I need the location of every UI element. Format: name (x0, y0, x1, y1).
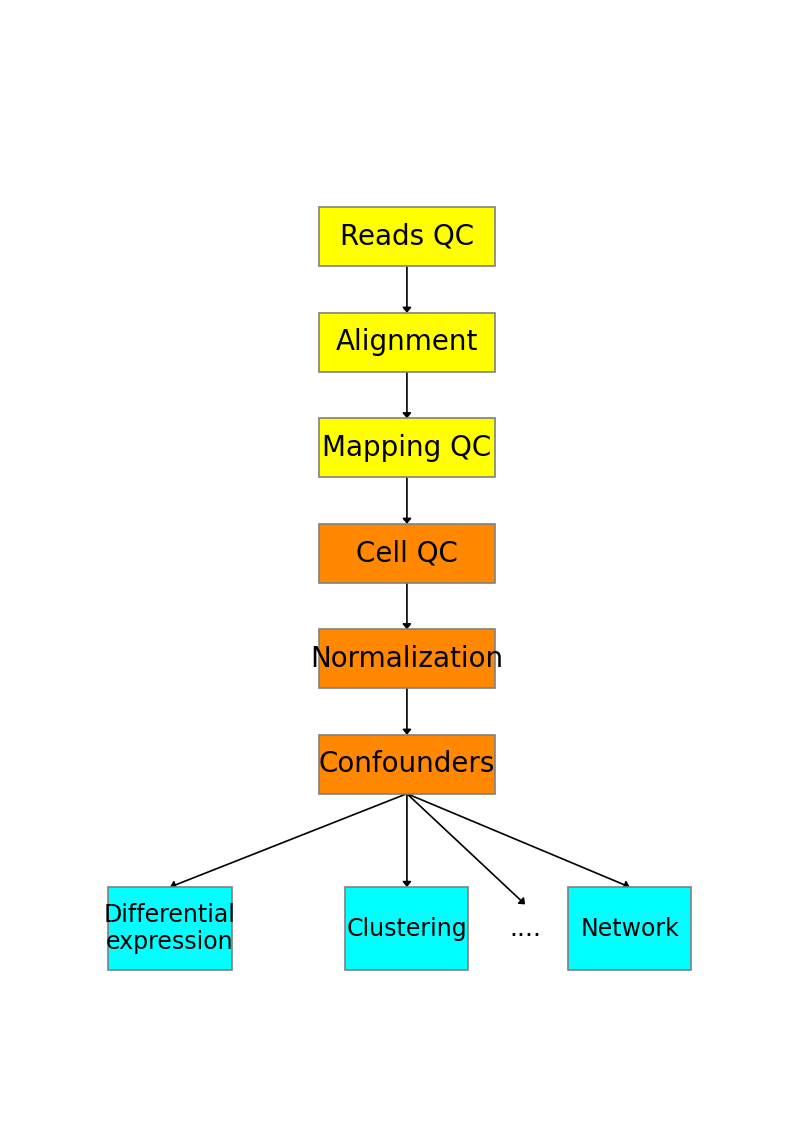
FancyBboxPatch shape (569, 887, 692, 969)
FancyBboxPatch shape (319, 629, 495, 688)
Text: Reads QC: Reads QC (340, 222, 474, 250)
Text: Confounders: Confounders (318, 750, 495, 778)
Text: Clustering: Clustering (347, 916, 467, 941)
FancyBboxPatch shape (319, 208, 495, 266)
Text: Network: Network (580, 916, 679, 941)
FancyBboxPatch shape (319, 734, 495, 794)
Text: Differential
expression: Differential expression (104, 903, 236, 955)
FancyBboxPatch shape (319, 313, 495, 372)
FancyBboxPatch shape (319, 419, 495, 477)
Text: Alignment: Alignment (336, 328, 478, 356)
FancyBboxPatch shape (345, 887, 468, 969)
Text: ....: .... (509, 916, 541, 941)
FancyBboxPatch shape (109, 887, 232, 969)
Text: Cell QC: Cell QC (356, 539, 458, 567)
FancyBboxPatch shape (319, 523, 495, 583)
Text: Mapping QC: Mapping QC (322, 433, 491, 462)
Text: Normalization: Normalization (310, 645, 503, 673)
